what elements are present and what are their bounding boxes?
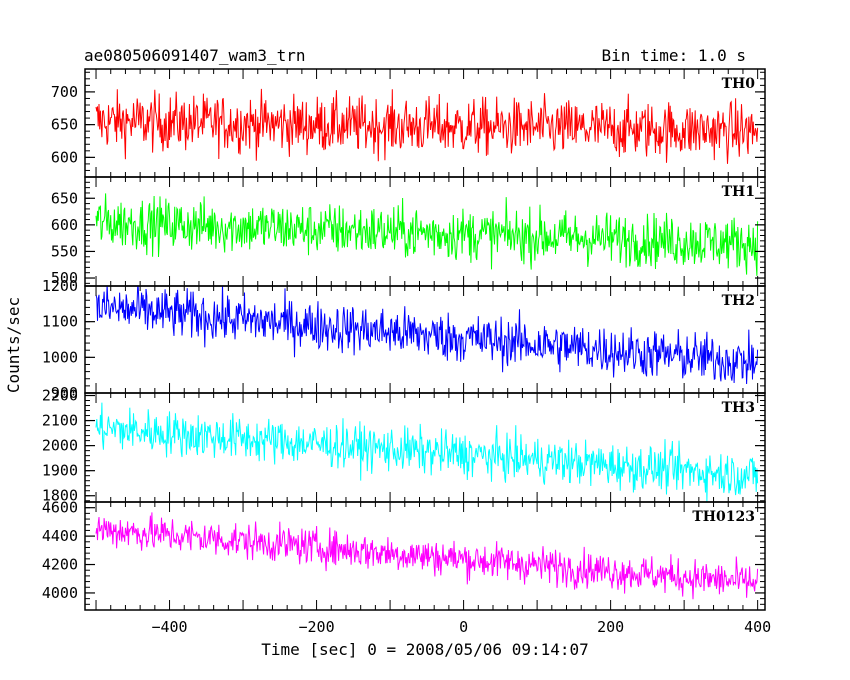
y-tick-label: 550 — [51, 242, 78, 260]
panel-label-th0123: TH0123 — [692, 509, 755, 525]
y-tick-label: 4600 — [42, 499, 78, 517]
y-tick-label: 600 — [51, 216, 78, 234]
bin-time-label: Bin time: 1.0 s — [602, 46, 747, 65]
x-tick-label: 200 — [597, 618, 624, 636]
x-tick-label: −400 — [151, 618, 187, 636]
series-th0123 — [95, 512, 759, 600]
y-tick-label: 1800 — [42, 487, 78, 505]
x-tick-label: 0 — [459, 618, 468, 636]
y-tick-label: 900 — [51, 384, 78, 402]
x-axis-label: Time [sec] 0 = 2008/05/06 09:14:07 — [261, 640, 589, 659]
y-tick-label: 1100 — [42, 313, 78, 331]
x-tick-label: −200 — [299, 618, 335, 636]
y-axis-label: Counts/sec — [4, 297, 23, 393]
panel-label-th3: TH3 — [722, 400, 755, 416]
y-tick-label: 4200 — [42, 556, 78, 574]
y-tick-label: 1200 — [42, 277, 78, 295]
y-tick-label: 4400 — [42, 527, 78, 545]
y-tick-label: 650 — [51, 189, 78, 207]
series-th0 — [95, 88, 759, 164]
chart-title: ae080506091407_wam3_trn — [84, 46, 306, 65]
panel-frame-th0123 — [84, 501, 766, 611]
y-tick-label: 2100 — [42, 412, 78, 430]
x-tick-label: 400 — [744, 618, 771, 636]
series-th2 — [95, 286, 759, 385]
y-tick-label: 4000 — [42, 584, 78, 602]
y-tick-label: 1900 — [42, 462, 78, 480]
y-tick-label: 1000 — [42, 348, 78, 366]
series-th1 — [95, 193, 759, 276]
panels-group: 600 650 700 TH0 500 550 600 650 TH1 900 1000 1100 12… — [42, 68, 771, 636]
panel-label-th2: TH2 — [722, 293, 755, 309]
y-tick-label: 2000 — [42, 437, 78, 455]
panel-label-th1: TH1 — [722, 184, 755, 200]
y-tick-label: 2200 — [42, 387, 78, 405]
series-th3 — [95, 402, 759, 502]
y-tick-label: 600 — [51, 148, 78, 166]
y-tick-label: 700 — [51, 83, 78, 101]
y-tick-label: 650 — [51, 116, 78, 134]
panel-label-th0: TH0 — [722, 76, 756, 92]
y-tick-label: 500 — [51, 269, 78, 287]
